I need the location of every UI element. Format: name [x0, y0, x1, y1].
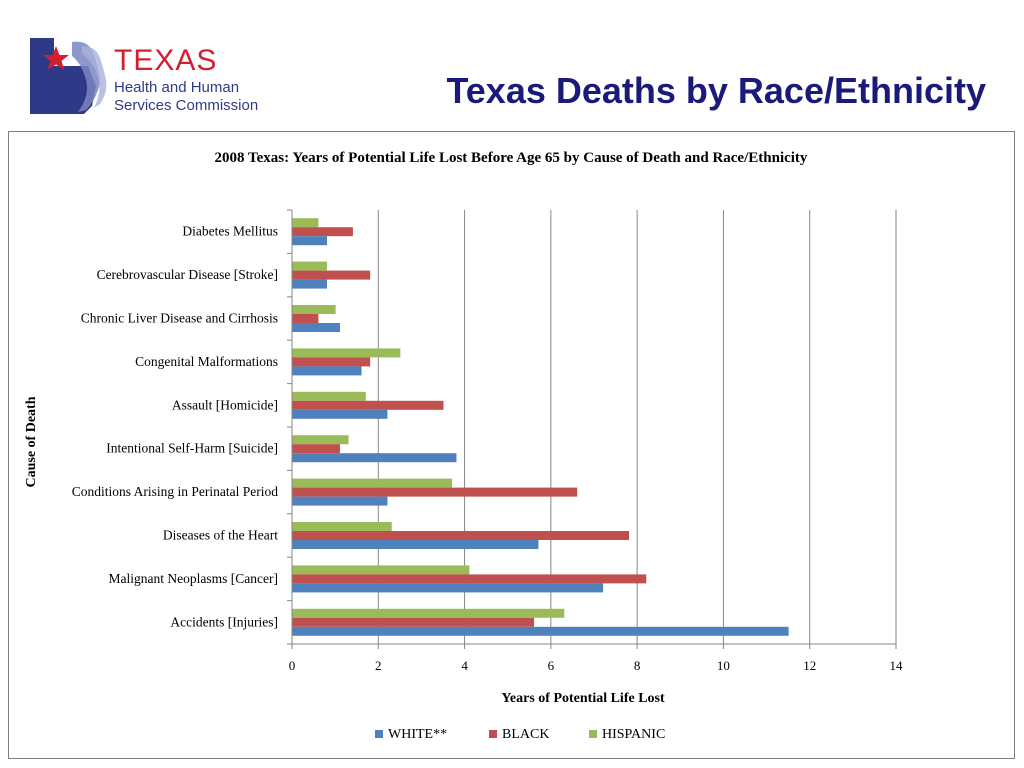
bar-hispanic-9 — [292, 608, 565, 618]
bar-white-3 — [292, 366, 362, 376]
x-tick-labels: 0 2 4 6 8 10 12 14 — [289, 658, 903, 673]
chart-title: 2008 Texas: Years of Potential Life Lost… — [215, 150, 808, 166]
chart-frame: 2008 Texas: Years of Potential Life Lost… — [8, 131, 1015, 759]
bar-black-7 — [292, 531, 630, 540]
bar-white-5 — [292, 453, 457, 463]
slide-title: Texas Deaths by Race/Ethnicity — [446, 70, 986, 111]
bar-white-8 — [292, 583, 604, 593]
bar-black-6 — [292, 487, 578, 497]
category-label: Assault [Homicide] — [172, 397, 278, 412]
category-label: Cerebrovascular Disease [Stroke] — [97, 267, 278, 282]
bar-hispanic-8 — [292, 565, 470, 575]
gridlines — [287, 209, 897, 649]
category-label: Chronic Liver Disease and Cirrhosis — [81, 311, 278, 326]
legend-label: HISPANIC — [602, 727, 665, 742]
bar-white-7 — [292, 540, 539, 549]
bar-black-3 — [292, 357, 371, 367]
legend-swatch — [489, 730, 497, 738]
x-tick-label: 8 — [634, 658, 641, 673]
x-tick-label: 0 — [289, 658, 296, 673]
bars — [292, 218, 789, 636]
bar-hispanic-5 — [292, 435, 349, 445]
texas-star-faces-icon — [30, 38, 107, 114]
category-label: Intentional Self-Harm [Suicide] — [106, 441, 278, 456]
x-tick-label: 2 — [375, 658, 382, 673]
x-tick-label: 12 — [803, 658, 816, 673]
y-axis-title: Cause of Death — [24, 396, 39, 487]
x-tick-label: 4 — [461, 658, 468, 673]
bar-hispanic-1 — [292, 261, 328, 271]
bar-hispanic-3 — [292, 348, 401, 358]
category-label: Malignant Neoplasms [Cancer] — [109, 571, 278, 586]
logo-word: TEXAS — [114, 44, 217, 77]
category-labels: Diabetes Mellitus Cerebrovascular Disease… — [72, 224, 278, 630]
legend-label: BLACK — [502, 727, 549, 742]
legend-label: WHITE** — [388, 727, 447, 742]
bar-black-4 — [292, 400, 444, 410]
bar-white-4 — [292, 409, 388, 419]
legend-swatch — [375, 730, 383, 738]
bar-black-5 — [292, 444, 340, 454]
bar-white-6 — [292, 496, 388, 506]
legend-swatch — [589, 730, 597, 738]
bar-white-1 — [292, 279, 328, 289]
bar-black-8 — [292, 574, 647, 584]
bar-black-9 — [292, 617, 535, 627]
bar-hispanic-6 — [292, 478, 453, 488]
logo-line2: Services Commission — [114, 97, 258, 114]
category-label: Congenital Malformations — [135, 354, 278, 369]
category-label: Accidents [Injuries] — [170, 614, 278, 629]
x-tick-label: 6 — [548, 658, 555, 673]
x-axis-title: Years of Potential Life Lost — [501, 691, 665, 706]
bar-white-2 — [292, 323, 340, 332]
bar-black-2 — [292, 314, 319, 323]
bar-white-9 — [292, 626, 789, 636]
hhsc-logo: TEXAS Health and Human Services Commissi… — [28, 36, 268, 118]
chart-area: 2008 Texas: Years of Potential Life Lost… — [24, 150, 903, 742]
bar-black-1 — [292, 270, 371, 280]
bar-hispanic-4 — [292, 391, 366, 401]
x-tick-label: 14 — [890, 658, 904, 673]
bar-hispanic-7 — [292, 522, 392, 531]
x-tick-label: 10 — [717, 658, 730, 673]
logo-line1: Health and Human — [114, 79, 239, 96]
bar-hispanic-0 — [292, 218, 319, 228]
bar-white-0 — [292, 236, 328, 246]
category-label: Conditions Arising in Perinatal Period — [72, 484, 278, 499]
legend: WHITE** BLACK HISPANIC — [375, 727, 665, 742]
category-label: Diabetes Mellitus — [182, 224, 278, 239]
bar-hispanic-2 — [292, 305, 336, 314]
category-label: Diseases of the Heart — [163, 528, 278, 543]
bar-black-0 — [292, 227, 353, 237]
